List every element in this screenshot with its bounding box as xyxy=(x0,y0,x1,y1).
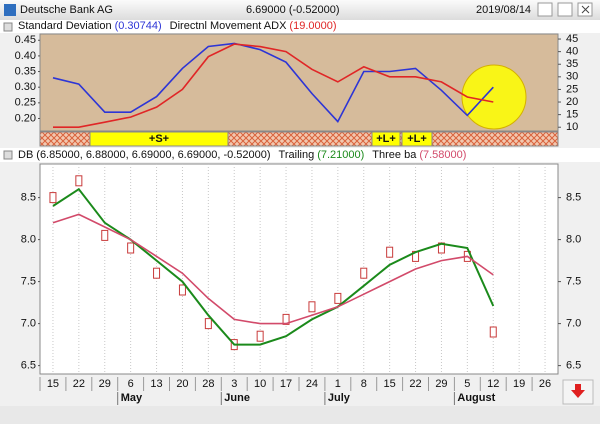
price-marker xyxy=(101,229,109,241)
x-tick-label: 22 xyxy=(73,378,85,390)
pane-icon xyxy=(3,150,13,160)
close-icon xyxy=(581,5,590,14)
series-line xyxy=(53,43,494,128)
price-marker xyxy=(308,301,316,313)
x-tick-label: 15 xyxy=(47,378,59,390)
y-tick-label: 0.45 xyxy=(15,34,36,46)
legend-reading: (6.85000, 6.88000, 6.69000, 6.69000, -0.… xyxy=(36,149,270,161)
x-tick-label: 13 xyxy=(150,378,162,390)
y2-tick-label: 35 xyxy=(566,58,578,70)
y2-tick-label: 25 xyxy=(566,83,578,95)
legend-name: Three ba xyxy=(372,149,417,161)
y-tick-label: 0.30 xyxy=(15,81,36,93)
y-tick-label-right: 6.5 xyxy=(566,360,581,372)
signal-box xyxy=(401,131,433,147)
quote: 6.69000 (-0.52000) xyxy=(246,4,340,16)
x-tick-label: 28 xyxy=(202,378,214,390)
x-tick-label: 29 xyxy=(99,378,111,390)
legend-reading: (19.0000) xyxy=(289,20,336,32)
x-tick-label: 12 xyxy=(487,378,499,390)
down-arrow xyxy=(571,384,585,398)
legend-name: Directnl Movement ADX xyxy=(170,20,287,32)
legend-name: Standard Deviation xyxy=(18,20,112,32)
month-label: May xyxy=(121,392,143,404)
y-tick-label: 8.0 xyxy=(21,234,36,246)
x-tick-label: 17 xyxy=(280,378,292,390)
app-icon xyxy=(4,4,16,16)
y-tick-label: 6.5 xyxy=(21,360,36,372)
x-tick-label: 29 xyxy=(435,378,447,390)
y-tick-label: 0.25 xyxy=(15,97,36,109)
legend-reading: (7.21000) xyxy=(317,149,364,161)
title-bar xyxy=(0,0,600,20)
plot-area xyxy=(39,163,559,375)
price-marker xyxy=(127,242,135,254)
x-tick-label: 6 xyxy=(128,378,134,390)
price-marker xyxy=(334,292,342,304)
series-line xyxy=(52,42,494,123)
x-tick-label: 1 xyxy=(335,378,341,390)
x-tick-label: 26 xyxy=(539,378,551,390)
legend-name: DB xyxy=(18,149,33,161)
signal-box xyxy=(371,131,401,147)
y-tick-label: 8.5 xyxy=(21,192,36,204)
price-marker xyxy=(49,192,57,204)
y2-tick-label: 10 xyxy=(566,121,578,133)
price-marker xyxy=(75,175,83,187)
y-tick-label: 7.5 xyxy=(21,276,36,288)
x-tick-label: 20 xyxy=(176,378,188,390)
y-tick-label: 0.40 xyxy=(15,50,36,62)
scrollbar[interactable] xyxy=(0,406,600,424)
price-marker xyxy=(178,284,186,296)
legend-name: Trailing xyxy=(279,149,315,161)
price-marker xyxy=(489,326,497,338)
x-tick-label: 10 xyxy=(254,378,266,390)
x-tick-label: 22 xyxy=(409,378,421,390)
window-title: Deutsche Bank AG xyxy=(20,4,113,16)
x-tick-label: 8 xyxy=(361,378,367,390)
date: 2019/08/14 xyxy=(476,4,531,16)
y2-tick-label: 20 xyxy=(566,96,578,108)
y-tick-label-right: 8.0 xyxy=(566,234,581,246)
y2-tick-label: 30 xyxy=(566,71,578,83)
minimize-button[interactable] xyxy=(537,2,553,17)
x-tick-label: 19 xyxy=(513,378,525,390)
signal-label: +L+ xyxy=(407,133,427,145)
x-tick-label: 3 xyxy=(231,378,237,390)
highlight-circle xyxy=(461,64,527,130)
price-marker xyxy=(386,246,394,258)
y2-tick-label: 45 xyxy=(566,33,578,45)
price-marker xyxy=(153,267,161,279)
y-tick-label-right: 7.0 xyxy=(566,318,581,330)
y2-tick-label: 15 xyxy=(566,109,578,121)
price-marker xyxy=(360,267,368,279)
y2-tick-label: 40 xyxy=(566,46,578,58)
legend-reading: (7.58000) xyxy=(419,149,466,161)
signal-label: +S+ xyxy=(149,133,169,145)
x-tick-label: 15 xyxy=(384,378,396,390)
upper-legend-bar xyxy=(0,20,600,33)
x-tick-label: 5 xyxy=(464,378,470,390)
month-label: August xyxy=(457,392,495,404)
price-marker xyxy=(256,330,264,342)
signal-box xyxy=(89,131,229,147)
legend-reading: (0.30744) xyxy=(115,20,162,32)
y-tick-label: 0.20 xyxy=(15,112,36,124)
price-marker xyxy=(204,318,212,330)
signal-label: +L+ xyxy=(376,133,396,145)
month-label: July xyxy=(328,392,351,404)
y-tick-label-right: 8.5 xyxy=(566,192,581,204)
pane-icon xyxy=(3,22,13,32)
month-label: June xyxy=(224,392,250,404)
series-line xyxy=(52,213,494,325)
y-tick-label-right: 7.5 xyxy=(566,276,581,288)
y-tick-label: 7.0 xyxy=(21,318,36,330)
x-tick-label: 24 xyxy=(306,378,318,390)
maximize-button[interactable] xyxy=(557,2,573,17)
lower-legend-bar xyxy=(0,148,600,162)
y-tick-label: 0.35 xyxy=(15,65,36,77)
